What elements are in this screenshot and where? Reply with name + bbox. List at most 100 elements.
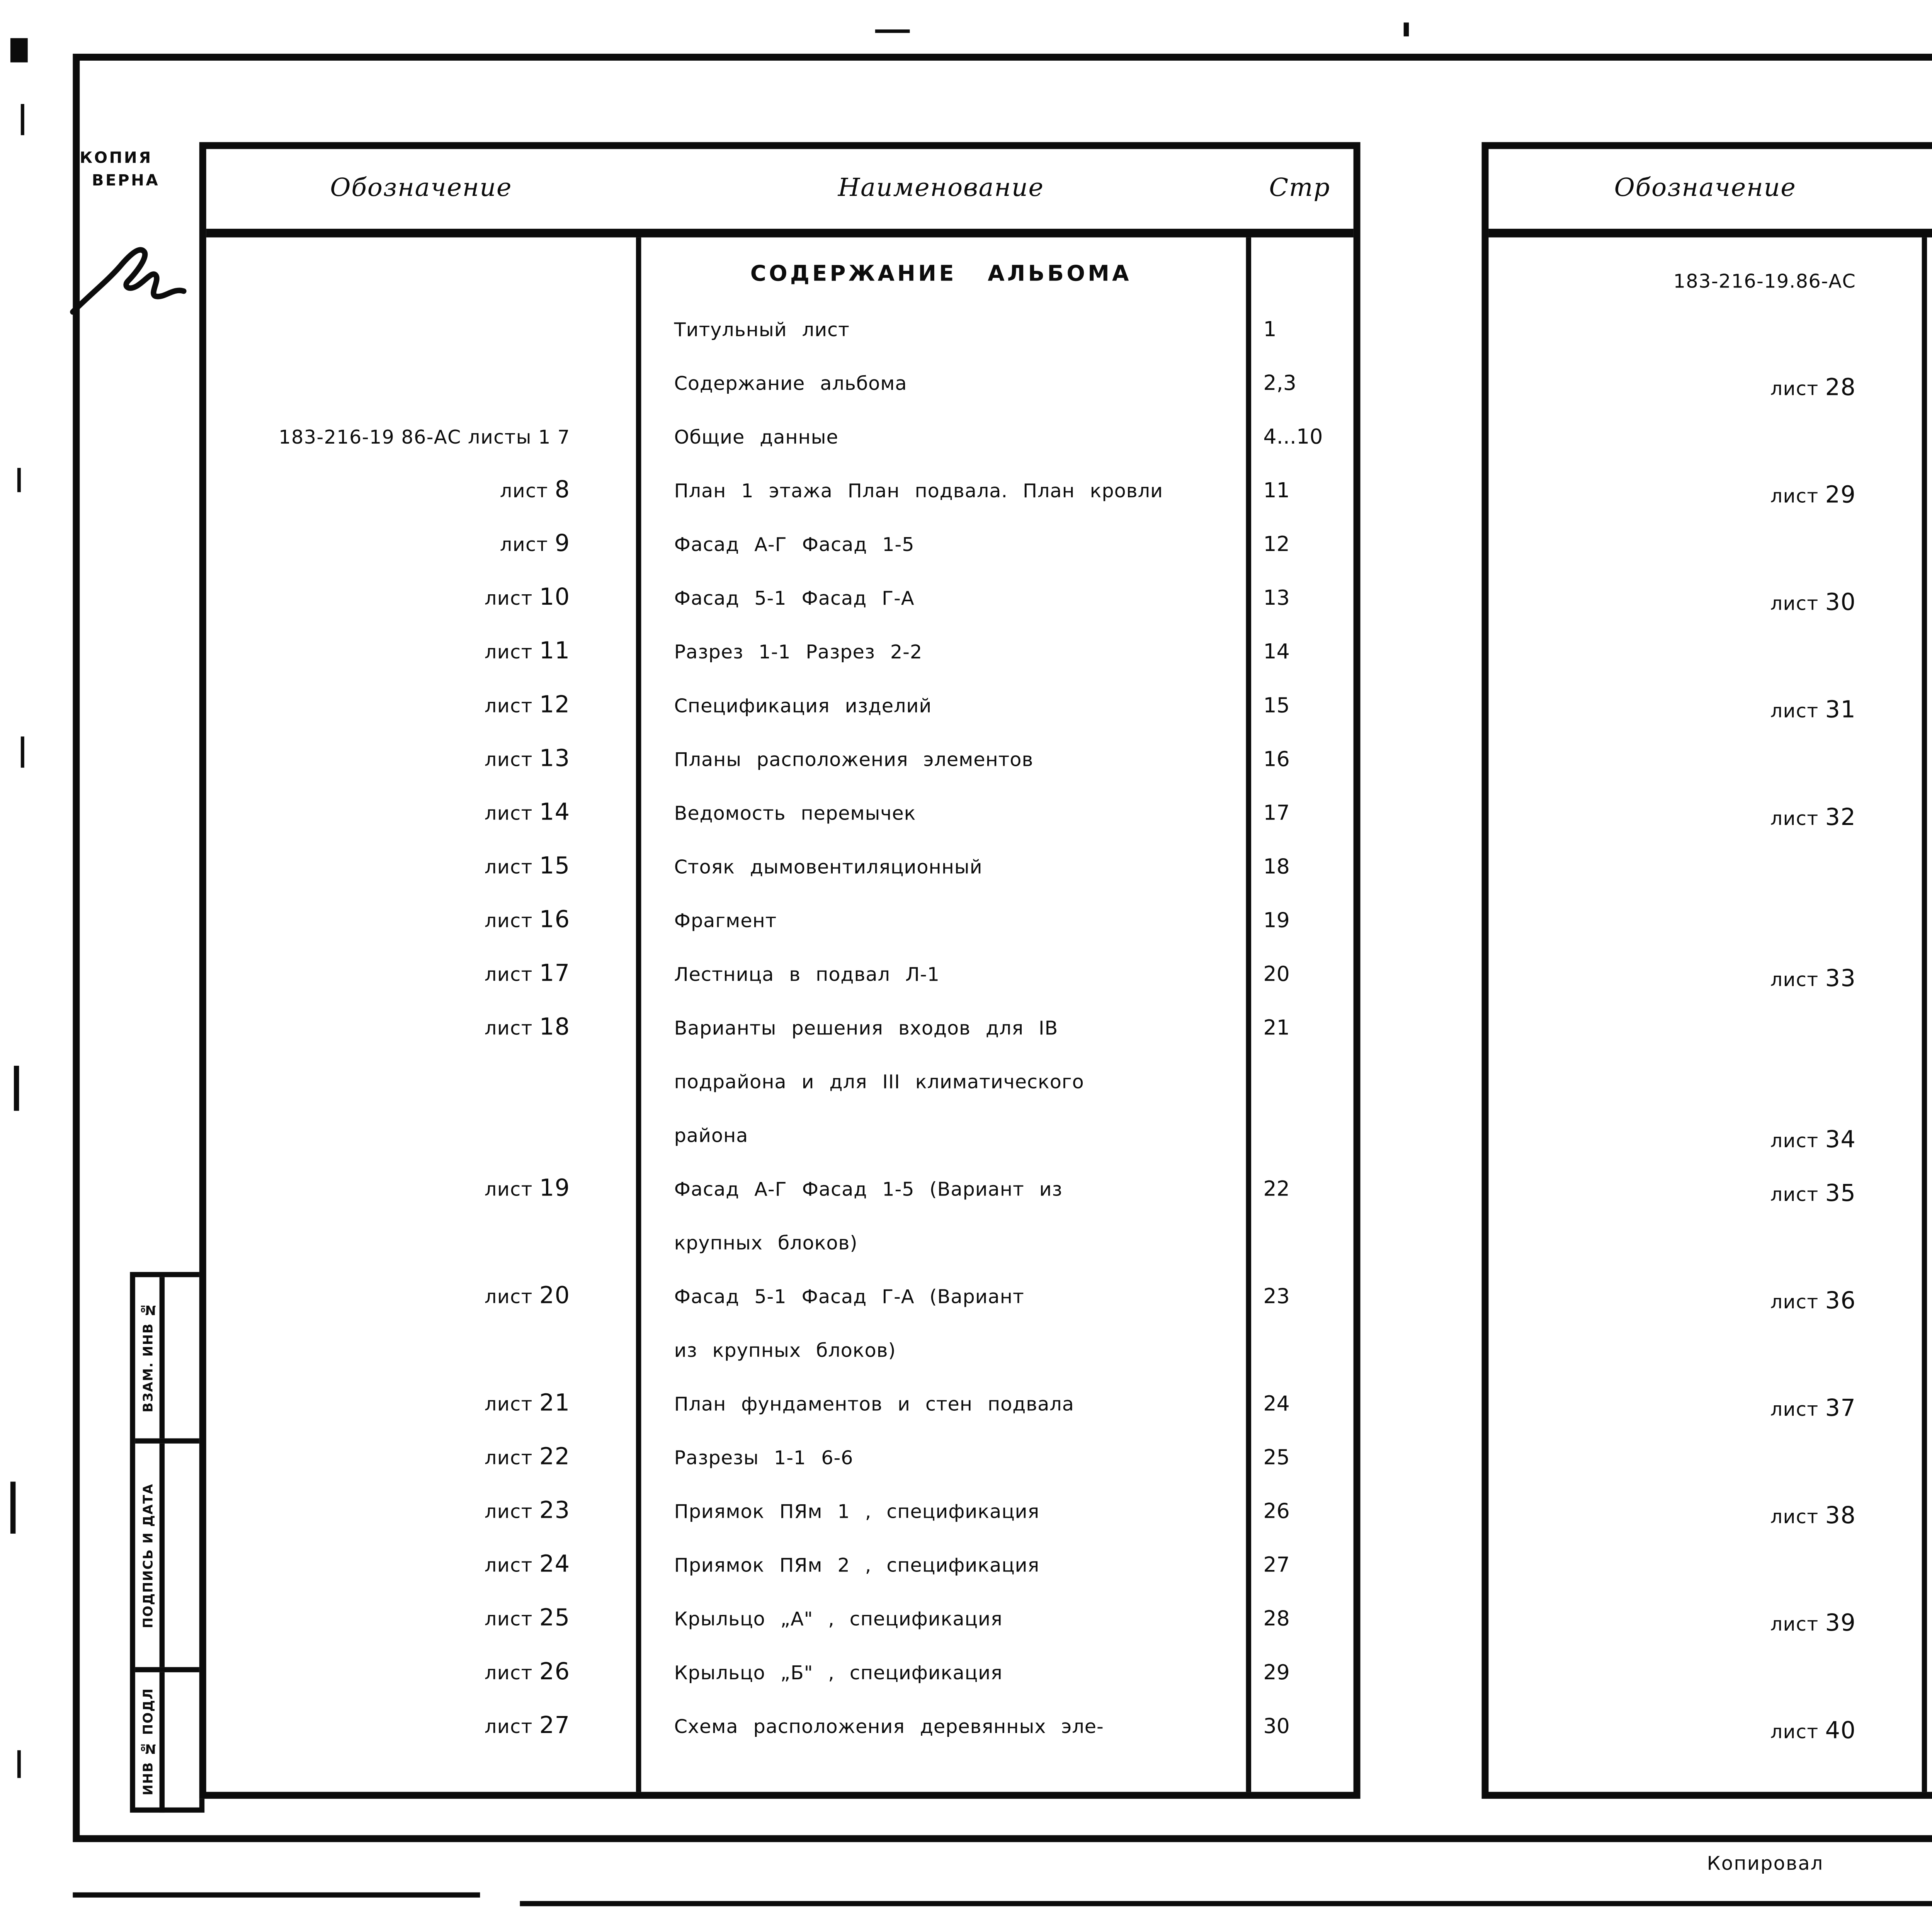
designation-cell: лист 35 (1770, 1180, 1856, 1208)
name-line: Титульный лист (674, 319, 850, 342)
page-cell: 13 (1263, 585, 1290, 610)
designation-cell: лист 39 (1770, 1610, 1856, 1638)
table-row: лист 11 Разрез 1-1 Разрез 2-2 14 (206, 626, 1354, 679)
stamp-cell-vzam: ВЗАМ. ИНВ № (135, 1277, 199, 1444)
name-cell: Фасад А-Г Фасад 1-5 (636, 518, 1246, 572)
column-divider (1246, 237, 1252, 1792)
column-header-name: Наименование (838, 175, 1044, 203)
table-row: лист 39 Перекрытие над первым этажом, уча… (1488, 1598, 1932, 1705)
page-cell: 1 (1263, 317, 1277, 342)
stamp-value-empty (165, 1444, 199, 1667)
page-cell: 25 (1263, 1445, 1290, 1470)
name-line: Разрезы 1-1 6-6 (674, 1447, 854, 1470)
table-row: лист 30 Схема расположения элементов крыш… (1488, 577, 1932, 684)
name-line: Схема расположения деревянных эле- (674, 1715, 1104, 1738)
designation-cell: лист 12 (484, 691, 570, 719)
name-line: Приямок ПЯм 1 , спецификация (674, 1500, 1040, 1524)
designation-cell: лист 18 (484, 1014, 570, 1042)
name-line: Фрагмент (674, 910, 777, 932)
designation-cell: лист 22 (484, 1443, 570, 1471)
designation-cell: лист 27 (484, 1712, 570, 1740)
name-cell: Участок монолитный Ум 5 . Балки Бм 3 ,Бм… (1922, 1705, 1932, 1813)
designation-cell: лист 24 (484, 1551, 570, 1579)
table-row: лист 15 Стояк дымовентиляционный 18 (206, 840, 1354, 894)
page-cell: 14 (1263, 639, 1290, 664)
designation-cell: лист 30 (1770, 589, 1856, 617)
table-row: лист 36 Спецификация к перекрытиям над по… (1488, 1276, 1932, 1383)
table-row: лист 23 Приямок ПЯм 1 , спецификация 26 (206, 1485, 1354, 1539)
name-cell: Перекрытие из ячеистобетонных блоковнад … (1922, 1383, 1932, 1490)
designation-cell: лист 40 (1770, 1717, 1856, 1745)
page-cell: 28 (1263, 1606, 1290, 1631)
name-cell: Планы расположения элементов (636, 733, 1246, 787)
page-cell: 24 (1263, 1391, 1290, 1416)
table-row: лист 40 Участок монолитный Ум 5 . Балки Б… (1488, 1705, 1932, 1813)
page-cell: 27 (1263, 1553, 1290, 1577)
name-cell: Лестница в подвал Л-1 (636, 948, 1246, 1002)
sheet-edge-line (73, 1892, 480, 1898)
name-cell: Приямок ПЯм 1 , спецификация (636, 1485, 1246, 1539)
designation-cell: лист 37 (1770, 1395, 1856, 1423)
table-row: лист 13 Планы расположения элементов 16 (206, 733, 1354, 787)
table-row: лист 10 Фасад 5-1 Фасад Г-А 13 (206, 572, 1354, 626)
name-cell: Перекрытие над первым этажом, участок мо… (1922, 1598, 1932, 1705)
scan-artifact (14, 1066, 19, 1111)
name-cell: Схема расположения элементов крыши ;спец… (1922, 469, 1932, 577)
name-line: Разрез 1-1 Разрез 2-2 (674, 641, 923, 664)
name-cell: Разрезы 1-1 6-6 (636, 1431, 1246, 1485)
page-cell: 2,3 (1263, 371, 1297, 395)
table-body: 183-216-19.86-АС ментов перекрытия над по… (1488, 237, 1932, 1813)
name-cell: Схемы расположения сборных железобетон-н… (1922, 792, 1932, 953)
page-cell: 15 (1263, 693, 1290, 718)
table-row: лист 33 Схема расположения сборных железо… (1488, 953, 1932, 1114)
drawing-frame (73, 54, 1932, 1842)
name-line: Содержание альбома (674, 372, 907, 395)
name-line: План фундаментов и стен подвала (674, 1393, 1074, 1416)
designation-cell: лист 8 (500, 476, 570, 505)
designation-cell: лист 38 (1770, 1502, 1856, 1531)
scan-artifact (10, 1481, 16, 1534)
name-cell: План фундаментов и стен подвала (636, 1378, 1246, 1431)
designation-cell: 183-216-19.86-АС (1673, 270, 1856, 293)
name-line: Ведомость перемычек (674, 802, 916, 825)
name-line: Приямок ПЯм 2 , спецификация (674, 1554, 1040, 1577)
page-cell: 20 (1263, 962, 1290, 986)
name-cell: Схема расположения деревянных элементовп… (1922, 362, 1932, 469)
table-row: лист 27 Схема расположения деревянных эле… (206, 1700, 1354, 1754)
table-row: лист 29 Схема расположения элементов крыш… (1488, 469, 1932, 577)
copy-stamp: КОПИЯ ВЕРНА (80, 149, 190, 194)
page-cell: 21 (1263, 1015, 1290, 1040)
table-row: лист 24 Приямок ПЯм 2 , спецификация 27 (206, 1539, 1354, 1593)
signature-scribble (70, 247, 187, 315)
designation-cell: лист 21 (484, 1389, 570, 1418)
scan-artifact (875, 29, 910, 33)
name-cell: Крыльцо „Б" , спецификация (636, 1646, 1246, 1700)
table-row: лист 22 Разрезы 1-1 6-6 25 (206, 1431, 1354, 1485)
page-cell: 29 (1263, 1660, 1290, 1685)
page-cell: 26 (1263, 1499, 1290, 1524)
name-cell: Разрез 1-1 Разрез 2-2 (636, 626, 1246, 679)
sheet-edge-line (520, 1901, 1932, 1906)
page-cell: 23 (1263, 1284, 1290, 1309)
name-line: крупных блоков) (674, 1232, 858, 1255)
table-header: Обозначение Наименование Стр (1488, 149, 1932, 238)
name-cell: Крыльцо „А" , спецификация (636, 1593, 1246, 1646)
page-cell: 19 (1263, 908, 1290, 932)
inventory-stamp: ВЗАМ. ИНВ № ПОДПИСЬ И ДАТА ИНВ № ПОДЛ (130, 1272, 205, 1813)
designation-cell: лист 25 (484, 1604, 570, 1633)
page-cell: 30 (1263, 1714, 1290, 1738)
table-row: лист 8 План 1 этажа План подвала. План кр… (206, 464, 1354, 518)
scan-artifact (17, 468, 21, 492)
designation-cell: лист 19 (484, 1175, 570, 1203)
designation-cell: лист 11 (484, 638, 570, 666)
page-cell: 18 (1263, 854, 1290, 879)
name-cell: Фасад А-Г Фасад 1-5 (Вариант из крупных б… (636, 1163, 1246, 1270)
stamp-label-podpis-data: ПОДПИСЬ И ДАТА (139, 1483, 155, 1628)
designation-cell: лист 33 (1770, 965, 1856, 993)
table-row: Содержание альбома 2,3 (206, 357, 1354, 411)
stamp-cell-inv-podl: ИНВ № ПОДЛ (135, 1672, 199, 1813)
table-body: СОДЕРЖАНИЕ АЛЬБОМА Титульный лист 1 Содерж… (206, 237, 1354, 1753)
table-row: лист 38 Спецификация к Ум 4 , Ум 5 , Бм 1… (1488, 1490, 1932, 1598)
name-line: Варианты решения входов для IВ (674, 1017, 1058, 1040)
